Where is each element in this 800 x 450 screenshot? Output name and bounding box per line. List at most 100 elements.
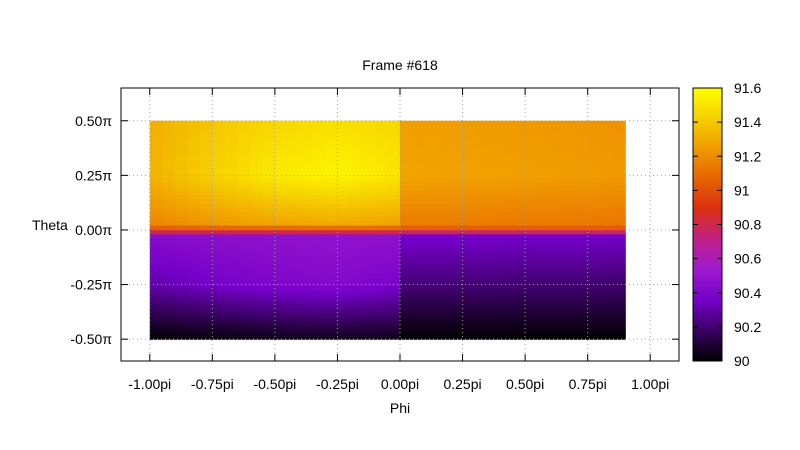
heatmap-cell [287, 186, 301, 192]
heatmap-cell [412, 129, 426, 135]
heatmap-cell [274, 334, 288, 340]
heatmap-cell [299, 291, 314, 297]
heatmap-cell [587, 146, 601, 152]
heatmap-cell [212, 251, 226, 257]
heatmap-cell [349, 199, 364, 205]
heatmap-cell [249, 181, 263, 187]
heatmap-cell [462, 251, 476, 257]
heatmap-cell [299, 133, 314, 139]
heatmap-cell [500, 181, 514, 187]
heatmap-cell [550, 125, 564, 131]
heatmap-cell [437, 269, 451, 275]
heatmap-cell [337, 238, 351, 244]
heatmap-cell [224, 203, 238, 209]
heatmap-cell [174, 308, 188, 314]
heatmap-cell [612, 129, 626, 135]
heatmap-cell [425, 208, 439, 214]
heatmap-cell [174, 142, 188, 148]
heatmap-cell [212, 304, 226, 310]
heatmap-cell [287, 190, 301, 196]
heatmap-cell [349, 190, 364, 196]
heatmap-cell [212, 282, 226, 288]
heatmap-cell [437, 173, 451, 179]
heatmap-cell [400, 129, 414, 135]
heatmap-cell [249, 199, 263, 205]
heatmap-cell [174, 251, 188, 257]
heatmap-cell [462, 286, 476, 292]
heatmap-cell [212, 203, 226, 209]
heatmap-cell [324, 330, 339, 336]
heatmap-cell [600, 120, 614, 126]
heatmap-cell [437, 146, 451, 152]
heatmap-cell [600, 151, 614, 157]
heatmap-cell [337, 308, 351, 314]
heatmap-cell [537, 304, 551, 310]
heatmap-cell [224, 286, 238, 292]
heatmap-cell [249, 151, 263, 157]
heatmap-cell [212, 225, 226, 231]
heatmap-cell [199, 334, 213, 340]
heatmap-cell [425, 247, 439, 253]
x-tick-label: 0.00pi [381, 376, 419, 392]
heatmap-cell [374, 308, 389, 314]
heatmap-cell [600, 190, 614, 196]
heatmap-cell [487, 129, 501, 135]
heatmap-cell [212, 260, 226, 266]
heatmap-cell [224, 168, 238, 174]
heatmap-cell [262, 251, 276, 257]
heatmap-cell [287, 120, 301, 126]
heatmap-cell [500, 186, 514, 192]
heatmap-cell [312, 278, 326, 283]
heatmap-cell [525, 334, 539, 340]
heatmap-cell [299, 304, 314, 310]
heatmap-cell [312, 291, 326, 297]
heatmap-cell [575, 264, 589, 270]
heatmap-cell [349, 160, 364, 166]
heatmap-cell [337, 295, 351, 301]
heatmap-cell [312, 208, 326, 214]
heatmap-cell [512, 229, 526, 235]
heatmap-cell [400, 260, 414, 266]
heatmap-cell [400, 125, 414, 131]
heatmap-cell [199, 181, 213, 187]
heatmap-cell [174, 334, 188, 340]
heatmap-cell [575, 278, 589, 283]
heatmap-cell [274, 247, 288, 253]
heatmap-cell [174, 146, 188, 152]
heatmap-cell [550, 304, 564, 310]
heatmap-cell [437, 251, 451, 257]
heatmap-cell [512, 238, 526, 244]
heatmap-cell [525, 308, 539, 314]
heatmap-cell [612, 317, 626, 323]
heatmap-cell [362, 243, 376, 249]
heatmap-cell [224, 151, 238, 157]
heatmap-cell [612, 308, 626, 314]
heatmap-cell [462, 273, 476, 279]
y-tick-label: -0.50π [70, 331, 112, 347]
heatmap-cell [162, 186, 176, 192]
heatmap-cell [437, 278, 451, 283]
heatmap-cell [600, 199, 614, 205]
heatmap-cell [612, 212, 626, 218]
heatmap-cell [249, 208, 263, 214]
heatmap-cell [274, 129, 288, 135]
heatmap-cell [162, 326, 176, 332]
heatmap-cell [512, 273, 526, 279]
heatmap-cell [374, 234, 389, 240]
heatmap-cell [575, 334, 589, 340]
heatmap-cell [349, 216, 364, 222]
heatmap-cell [500, 256, 514, 262]
heatmap-cell [287, 326, 301, 332]
heatmap-cell [612, 278, 626, 283]
heatmap-cell [412, 155, 426, 161]
heatmap-cell [562, 164, 576, 170]
heatmap-cell [262, 216, 276, 222]
heatmap-cell [374, 334, 389, 340]
heatmap-cell [149, 326, 163, 332]
heatmap-cell [575, 304, 589, 310]
heatmap-cell [487, 304, 501, 310]
heatmap-cell [500, 308, 514, 314]
heatmap-cell [587, 317, 601, 323]
heatmap-cell [512, 164, 526, 170]
heatmap-cell [412, 138, 426, 144]
